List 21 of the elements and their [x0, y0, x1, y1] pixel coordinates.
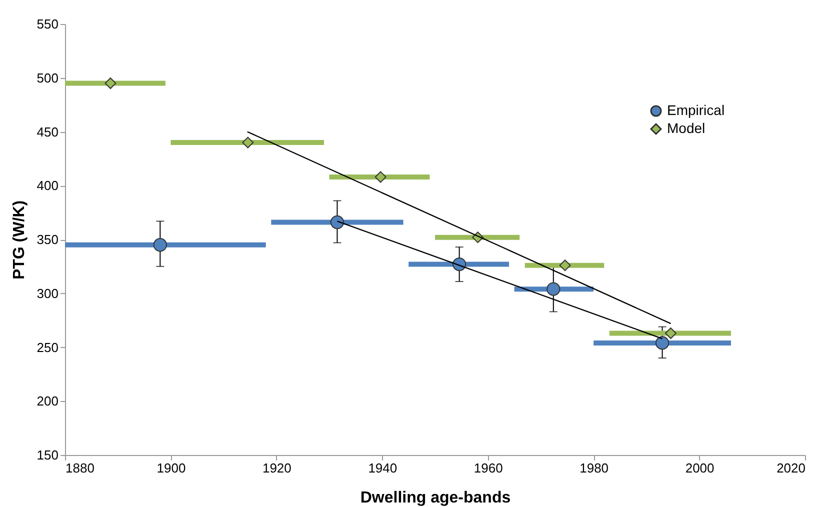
y-tick-label: 500 [36, 70, 58, 86]
y-tick-label: 450 [36, 124, 58, 140]
y-tick-label: 550 [36, 16, 58, 32]
x-tick-label: 2000 [685, 460, 714, 476]
x-tick-label: 2020 [776, 460, 806, 476]
x-tick-label: 1980 [580, 460, 609, 476]
x-tick-label: 1880 [66, 460, 94, 476]
legend-label: Model [667, 120, 706, 136]
y-tick-label: 350 [36, 232, 58, 247]
y-tick-label: 300 [36, 286, 58, 301]
x-axis-title: Dwelling age-bands [360, 490, 511, 506]
x-tick-label: 1960 [474, 460, 503, 476]
x-tick-label: 1920 [262, 460, 292, 476]
y-axis-title: PTG (W/K) [10, 200, 28, 280]
y-tick-label: 250 [36, 340, 58, 355]
x-tick-label: 1900 [156, 460, 186, 476]
y-tick-label: 150 [36, 448, 58, 462]
y-tick-label: 200 [36, 394, 58, 409]
y-tick-label: 400 [36, 178, 58, 194]
x-tick-label: 1940 [368, 460, 398, 476]
legend-label: Empirical [667, 102, 725, 118]
